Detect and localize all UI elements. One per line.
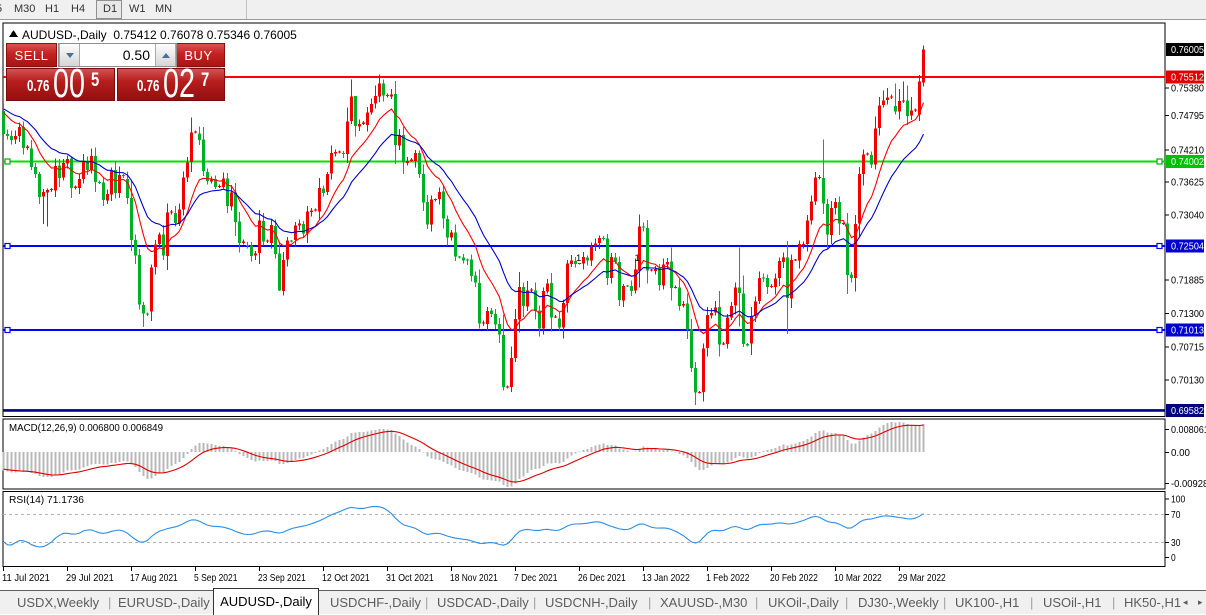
svg-text:0.73625: 0.73625: [1171, 177, 1204, 189]
svg-text:0.75380: 0.75380: [1171, 83, 1204, 95]
svg-text:0.71013: 0.71013: [1171, 325, 1204, 337]
svg-text:30: 30: [1171, 537, 1181, 549]
svg-text:31 Oct 2021: 31 Oct 2021: [386, 572, 434, 584]
svg-text:0: 0: [1171, 552, 1176, 564]
svg-text:0.69582: 0.69582: [1171, 405, 1204, 417]
svg-text:0.74795: 0.74795: [1171, 110, 1204, 122]
svg-text:100: 100: [1171, 494, 1185, 506]
svg-text:29 Mar 2022: 29 Mar 2022: [898, 572, 946, 584]
svg-text:0.75512: 0.75512: [1171, 72, 1204, 84]
svg-text:0.76005: 0.76005: [1171, 44, 1204, 56]
svg-text:20 Feb 2022: 20 Feb 2022: [770, 572, 818, 584]
svg-text:7 Dec 2021: 7 Dec 2021: [514, 572, 558, 584]
svg-text:1 Feb 2022: 1 Feb 2022: [706, 572, 750, 584]
svg-text:23 Sep 2021: 23 Sep 2021: [258, 572, 306, 584]
svg-text:0.74002: 0.74002: [1171, 156, 1204, 168]
svg-text:70: 70: [1171, 509, 1181, 521]
svg-text:0.00: 0.00: [1171, 447, 1190, 459]
svg-text:5 Sep 2021: 5 Sep 2021: [194, 572, 238, 584]
svg-text:-0.009286: -0.009286: [1171, 478, 1206, 490]
svg-text:0.71885: 0.71885: [1171, 275, 1204, 287]
svg-text:1: 1: [576, 253, 581, 264]
svg-text:17 Aug 2021: 17 Aug 2021: [130, 572, 178, 584]
svg-text:0.70130: 0.70130: [1171, 375, 1204, 387]
svg-text:0.70715: 0.70715: [1171, 342, 1204, 354]
svg-text:MACD(12,26,9) 0.006800 0.00684: MACD(12,26,9) 0.006800 0.006849: [9, 422, 163, 434]
svg-text:18 Nov 2021: 18 Nov 2021: [450, 572, 498, 584]
svg-text:13 Jan 2022: 13 Jan 2022: [642, 572, 690, 584]
svg-text:RSI(14) 71.1736: RSI(14) 71.1736: [9, 494, 84, 506]
svg-text:0.008061: 0.008061: [1171, 424, 1206, 436]
svg-text:26 Dec 2021: 26 Dec 2021: [578, 572, 626, 584]
svg-text:12 Oct 2021: 12 Oct 2021: [322, 572, 370, 584]
svg-text:29 Jul 2021: 29 Jul 2021: [66, 572, 114, 584]
svg-text:0.74210: 0.74210: [1171, 145, 1204, 157]
svg-text:0.72504: 0.72504: [1171, 241, 1204, 253]
svg-text:1: 1: [635, 253, 640, 264]
svg-text:10 Mar 2022: 10 Mar 2022: [834, 572, 882, 584]
svg-text:11 Jul 2021: 11 Jul 2021: [2, 572, 50, 584]
svg-text:0.71300: 0.71300: [1171, 308, 1204, 320]
svg-text:0.73040: 0.73040: [1171, 210, 1204, 222]
svg-text:AUDUSD-,Daily 0.75412 0.76078: AUDUSD-,Daily 0.75412 0.76078 0.75346 0.…: [22, 28, 297, 42]
